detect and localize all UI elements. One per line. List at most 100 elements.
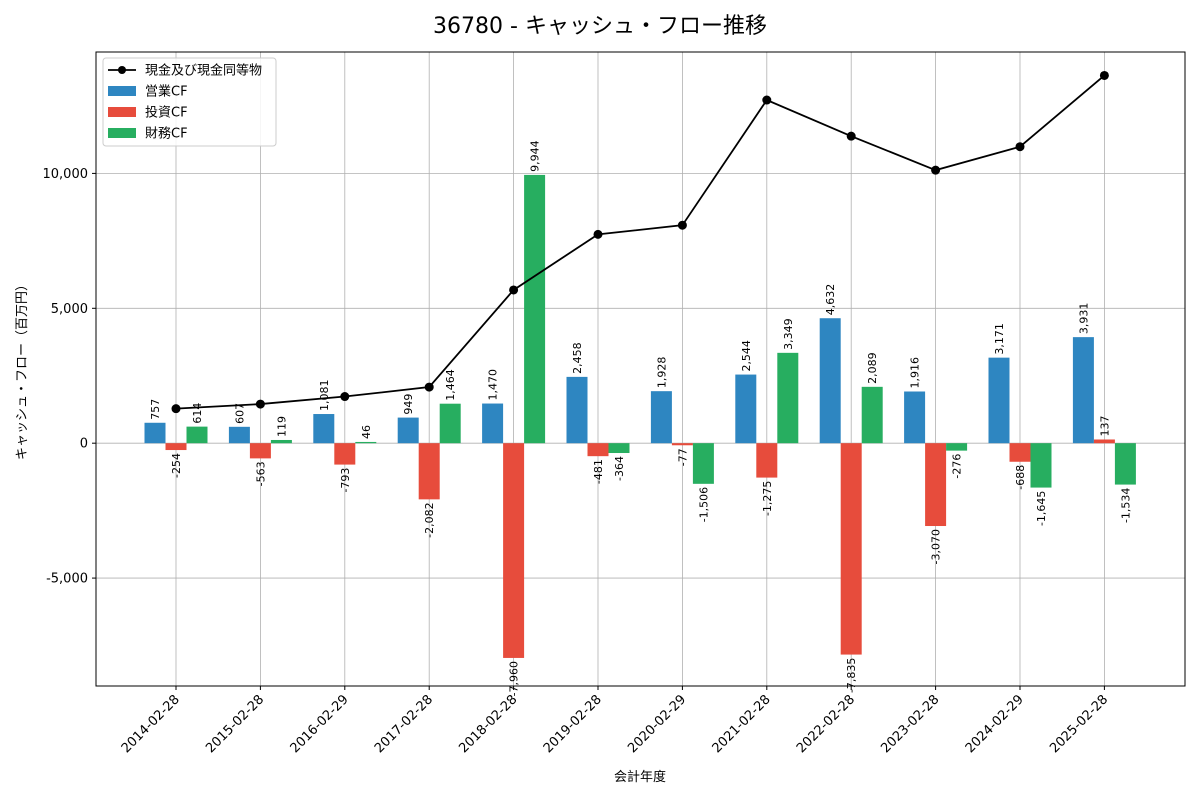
bars — [144, 174, 1136, 658]
x-tick-label: 2018-02-28 — [456, 692, 520, 756]
bar-value-label: -1,645 — [1035, 491, 1048, 526]
bar — [735, 374, 757, 444]
legend-bar-swatch — [108, 107, 136, 117]
bar-value-label: -364 — [613, 456, 626, 481]
bar — [988, 357, 1010, 444]
bar-value-label: -254 — [170, 453, 183, 478]
legend-label: 現金及び現金同等物 — [145, 63, 262, 79]
bar-value-label: 4,632 — [824, 284, 837, 316]
y-tick-label: 10,000 — [43, 167, 89, 182]
bar-value-label: -688 — [1014, 465, 1027, 490]
bar — [503, 443, 525, 658]
legend-label: 財務CF — [145, 127, 188, 142]
cash-line-point — [424, 382, 434, 392]
x-axis-ticks: 2014-02-28 2015-02-28 2016-02-29 2017-02-28… — [119, 686, 1111, 756]
x-tick-label: 2019-02-28 — [541, 692, 605, 756]
bar-value-label: -481 — [592, 459, 605, 484]
y-tick-label: 0 — [80, 437, 88, 452]
bar — [1114, 443, 1136, 485]
bar-value-label: -1,506 — [697, 487, 710, 522]
bar — [439, 403, 461, 444]
legend-bar-swatch — [108, 86, 136, 96]
bar — [165, 443, 187, 451]
bar-value-label: 119 — [275, 416, 288, 437]
bar — [186, 426, 208, 444]
bar — [777, 352, 799, 444]
cash-line-point — [593, 229, 603, 239]
legend-bar-swatch — [108, 128, 136, 138]
bar-value-label: 3,931 — [1077, 303, 1090, 335]
bar — [144, 422, 166, 444]
x-tick-label: 2020-02-29 — [625, 692, 689, 756]
bar — [1030, 443, 1052, 488]
cash-line-point — [677, 220, 687, 230]
bar — [840, 443, 862, 655]
bar — [819, 318, 841, 444]
bar-value-label: 137 — [1098, 415, 1111, 436]
bar — [861, 386, 883, 444]
bar-value-label: -7,960 — [508, 661, 521, 696]
x-tick-label: 2015-02-28 — [203, 692, 267, 756]
bar-value-label: -7,835 — [845, 658, 858, 693]
bar-value-label: -793 — [339, 468, 352, 493]
bar-value-label: 2,544 — [740, 340, 753, 372]
x-tick-label: 2025-02-28 — [1047, 692, 1111, 756]
cash-line — [171, 70, 1109, 414]
bar-value-label: 2,089 — [866, 352, 879, 384]
cash-line-point — [1099, 70, 1109, 80]
cash-line-path — [175, 74, 1105, 410]
y-tick-label: -5,000 — [46, 572, 88, 587]
bar-value-label: 949 — [402, 394, 415, 415]
bar — [524, 174, 546, 444]
bar — [608, 443, 630, 454]
bar-value-label: -563 — [254, 461, 267, 486]
bar-value-label: 607 — [233, 403, 246, 424]
bar — [355, 441, 377, 444]
bar-value-label: 2,458 — [571, 342, 584, 374]
bar — [482, 403, 504, 444]
bar — [671, 443, 693, 446]
x-axis-label: 会計年度 — [614, 769, 666, 785]
bar — [1009, 443, 1031, 462]
cash-line-point — [931, 165, 941, 175]
y-axis-label: キャッシュ・フロー（百万円） — [15, 278, 30, 460]
legend-label: 営業CF — [145, 84, 188, 100]
x-tick-label: 2014-02-28 — [119, 692, 183, 756]
legend-label: 投資CF — [145, 105, 188, 121]
bar — [566, 376, 588, 444]
bar-value-label: 1,928 — [655, 357, 668, 389]
bar-value-label: 9,944 — [529, 140, 542, 172]
bar-value-label: 757 — [149, 399, 162, 420]
y-axis-ticks: -5,000 0 5,000 10,000 — [43, 167, 96, 587]
bar — [946, 443, 968, 451]
bar — [1072, 337, 1094, 444]
cash-line-point — [846, 131, 856, 141]
bar — [650, 391, 672, 444]
bar-value-label: 614 — [191, 403, 204, 424]
x-tick-label: 2017-02-28 — [372, 692, 436, 756]
bar — [904, 391, 926, 444]
bar-value-label: -1,275 — [761, 481, 774, 516]
bar-value-label: 46 — [360, 425, 373, 439]
bar-value-label: 1,464 — [444, 369, 457, 401]
legend-point-swatch — [118, 66, 126, 74]
y-tick-label: 5,000 — [51, 302, 88, 317]
bar-value-label: -77 — [676, 448, 689, 466]
cash-line-point — [762, 95, 772, 105]
chart-title: 36780 - キャッシュ・フロー推移 — [433, 14, 767, 39]
bar-value-label: -1,534 — [1119, 488, 1132, 523]
bar-value-label: -276 — [951, 454, 964, 479]
cash-line-point — [340, 392, 350, 402]
cash-line-point — [171, 404, 181, 414]
bar — [925, 443, 947, 527]
bar — [249, 443, 271, 459]
x-tick-label: 2024-02-29 — [963, 692, 1027, 756]
bar-value-label: -3,070 — [930, 529, 943, 564]
bar — [397, 417, 419, 444]
bar-value-label: 1,916 — [909, 357, 922, 389]
bar-labels: 757 607 1,081 949 1,470 2,458 1,928 2,544 4,632 1… — [149, 140, 1132, 696]
cash-line-point — [1015, 142, 1025, 152]
bar — [270, 439, 292, 444]
